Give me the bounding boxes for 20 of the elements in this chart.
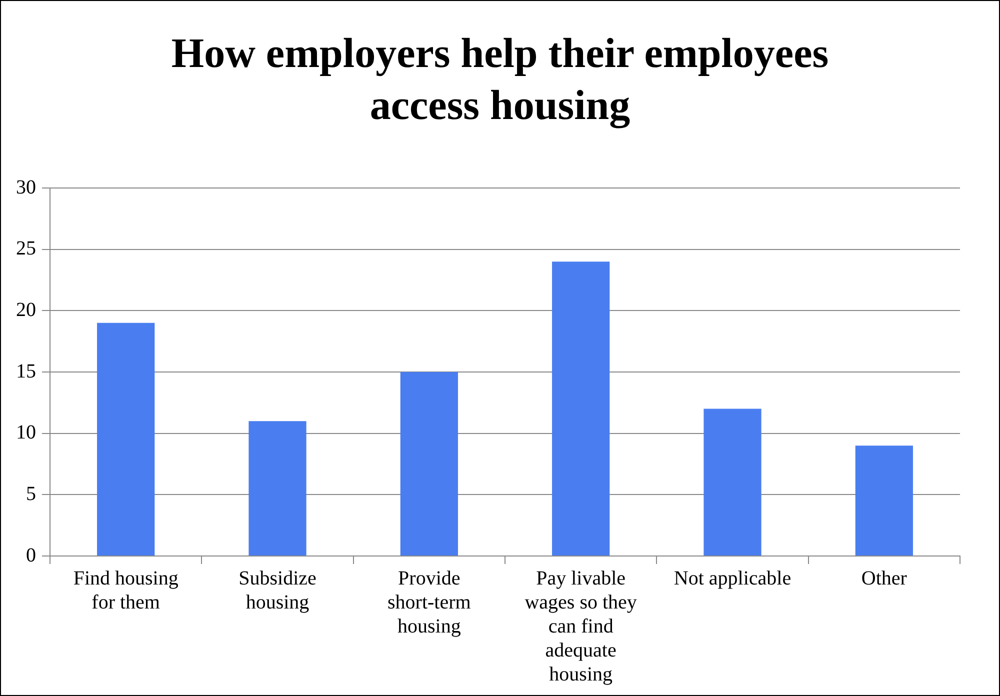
chart-title: How employers help their employees access housing xyxy=(170,30,830,131)
x-tick-label: Pay livable wages so they can find adequate housing xyxy=(524,567,637,686)
y-tick-label: 30 xyxy=(16,176,36,198)
bar xyxy=(855,446,913,556)
y-tick-label: 25 xyxy=(16,238,36,260)
y-tick-label: 15 xyxy=(16,360,36,382)
x-tick-label: Subsidize housing xyxy=(238,567,317,614)
bar xyxy=(552,262,610,556)
bar xyxy=(248,421,306,556)
x-tick-label: Find housing for them xyxy=(73,567,178,614)
x-tick-label: Provide short-term housing xyxy=(388,567,472,638)
x-tick-label: Other xyxy=(861,567,908,590)
x-tick-label: Not applicable xyxy=(674,567,792,590)
bar xyxy=(400,372,458,556)
y-tick-label: 20 xyxy=(16,298,36,321)
bar xyxy=(97,322,155,556)
y-tick-label: 5 xyxy=(26,482,36,505)
y-tick-label: 10 xyxy=(16,422,36,444)
y-tick-label: 0 xyxy=(26,544,36,566)
bar xyxy=(704,408,762,556)
